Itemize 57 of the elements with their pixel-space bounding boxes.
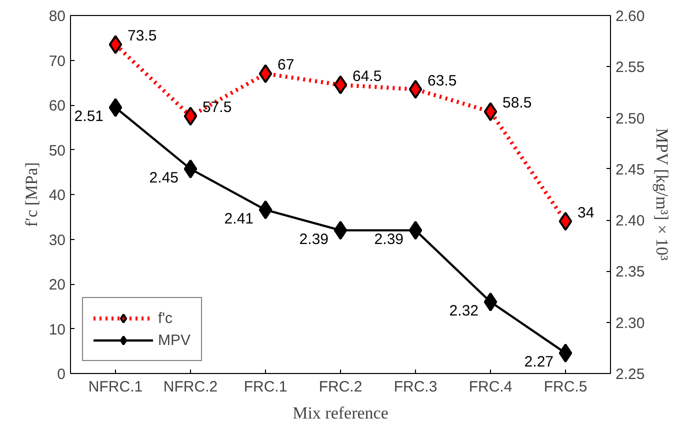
y-tick-label: 30 [48, 232, 66, 249]
y-tick-label: 0 [57, 366, 66, 383]
point [334, 75, 348, 94]
legend-label: MPV [158, 332, 191, 348]
x-tick-label: NFRC.1 [88, 378, 143, 396]
data-label: 64.5 [352, 68, 382, 85]
y-tick-label: 20 [48, 276, 66, 294]
data-label: 2.51 [74, 108, 104, 126]
point [258, 64, 272, 84]
point [108, 35, 122, 54]
data-label: 2.32 [449, 302, 479, 320]
point [258, 200, 272, 220]
legend-label: f'c [158, 310, 174, 326]
point [558, 344, 572, 363]
data-label: 57.5 [202, 99, 232, 116]
y-tick-label: 40 [48, 187, 66, 204]
x-axis-title: Mix reference [292, 404, 388, 422]
y-tick-label: 50 [48, 142, 66, 160]
y2-tick-label: 2.35 [616, 264, 645, 281]
x-tick-label: FRC.3 [394, 378, 438, 396]
y2-tick-label: 2.55 [616, 59, 645, 76]
data-label: 2.41 [224, 210, 254, 228]
y2-tick-label: 2.30 [616, 314, 645, 332]
x-tick-label: FRC.2 [318, 378, 362, 396]
point [334, 220, 348, 240]
data-label: 67 [278, 56, 294, 74]
point [484, 292, 498, 312]
point [184, 106, 198, 126]
y-axis-title: f′c [MPa] [22, 162, 41, 227]
data-label: 63.5 [428, 72, 457, 90]
y2-axis-title: MPV [kg/m³] × 10³ [652, 128, 672, 261]
data-label: 2.39 [374, 230, 404, 248]
y-tick-label: 80 [48, 8, 66, 25]
x-tick-label: FRC.5 [544, 378, 588, 396]
y-tick-label: 70 [48, 52, 66, 70]
data-label: 58.5 [502, 94, 532, 112]
x-tick-label: NFRC.2 [163, 378, 218, 396]
y2-tick-label: 2.40 [616, 212, 645, 230]
y2-tick-label: 2.50 [616, 110, 645, 128]
point [558, 212, 572, 231]
data-label: 2.45 [149, 169, 179, 186]
point [108, 98, 122, 118]
point [408, 220, 422, 240]
data-label: 34 [578, 204, 594, 222]
data-label: 2.27 [524, 354, 554, 371]
y-tick-label: 10 [48, 321, 66, 338]
x-tick-label: FRC.4 [468, 378, 512, 396]
y2-tick-label: 2.45 [616, 161, 645, 178]
y-tick-label: 60 [48, 98, 66, 114]
x-tick-label: FRC.1 [244, 378, 288, 396]
point [184, 159, 198, 178]
data-label: 73.5 [128, 28, 157, 45]
y2-tick-label: 2.25 [616, 366, 645, 383]
y2-tick-label: 2.60 [616, 8, 645, 25]
data-label: 2.39 [299, 230, 329, 248]
point [408, 80, 422, 99]
point [484, 102, 498, 122]
